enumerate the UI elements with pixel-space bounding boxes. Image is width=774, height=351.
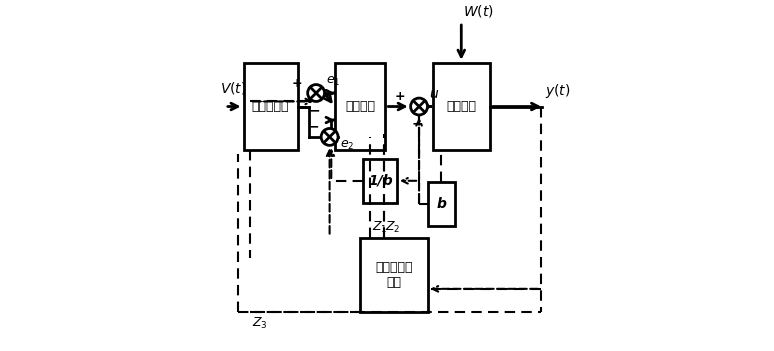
Text: −: − <box>309 103 320 117</box>
Text: $e_1$: $e_1$ <box>326 75 341 88</box>
FancyBboxPatch shape <box>360 238 427 312</box>
Text: $W(t)$: $W(t)$ <box>463 3 494 19</box>
Text: 跟踪微分器: 跟踪微分器 <box>252 100 289 113</box>
FancyBboxPatch shape <box>363 159 397 203</box>
Text: $Z_3$: $Z_3$ <box>252 316 268 331</box>
FancyBboxPatch shape <box>334 62 385 151</box>
Text: 1/b: 1/b <box>368 174 392 188</box>
Text: $Z_2$: $Z_2$ <box>385 220 401 235</box>
FancyBboxPatch shape <box>427 183 454 226</box>
Text: $Z_1$: $Z_1$ <box>372 220 387 235</box>
Text: $y(t)$: $y(t)$ <box>545 82 570 100</box>
FancyBboxPatch shape <box>433 62 490 151</box>
Text: 被控对象: 被控对象 <box>447 100 476 113</box>
Circle shape <box>321 128 338 145</box>
Text: 扩张状态观
测器: 扩张状态观 测器 <box>375 261 413 289</box>
FancyBboxPatch shape <box>244 62 297 151</box>
Circle shape <box>411 98 427 115</box>
Text: $e_2$: $e_2$ <box>340 139 354 152</box>
Text: −: − <box>412 117 423 131</box>
Circle shape <box>307 85 324 101</box>
Text: −: − <box>308 120 320 133</box>
Text: 误差反馈: 误差反馈 <box>345 100 375 113</box>
Text: $V(t)$: $V(t)$ <box>220 80 246 97</box>
Text: $u$: $u$ <box>430 87 440 101</box>
Text: b: b <box>436 197 446 211</box>
Text: +: + <box>395 90 406 103</box>
Text: +: + <box>292 77 303 90</box>
